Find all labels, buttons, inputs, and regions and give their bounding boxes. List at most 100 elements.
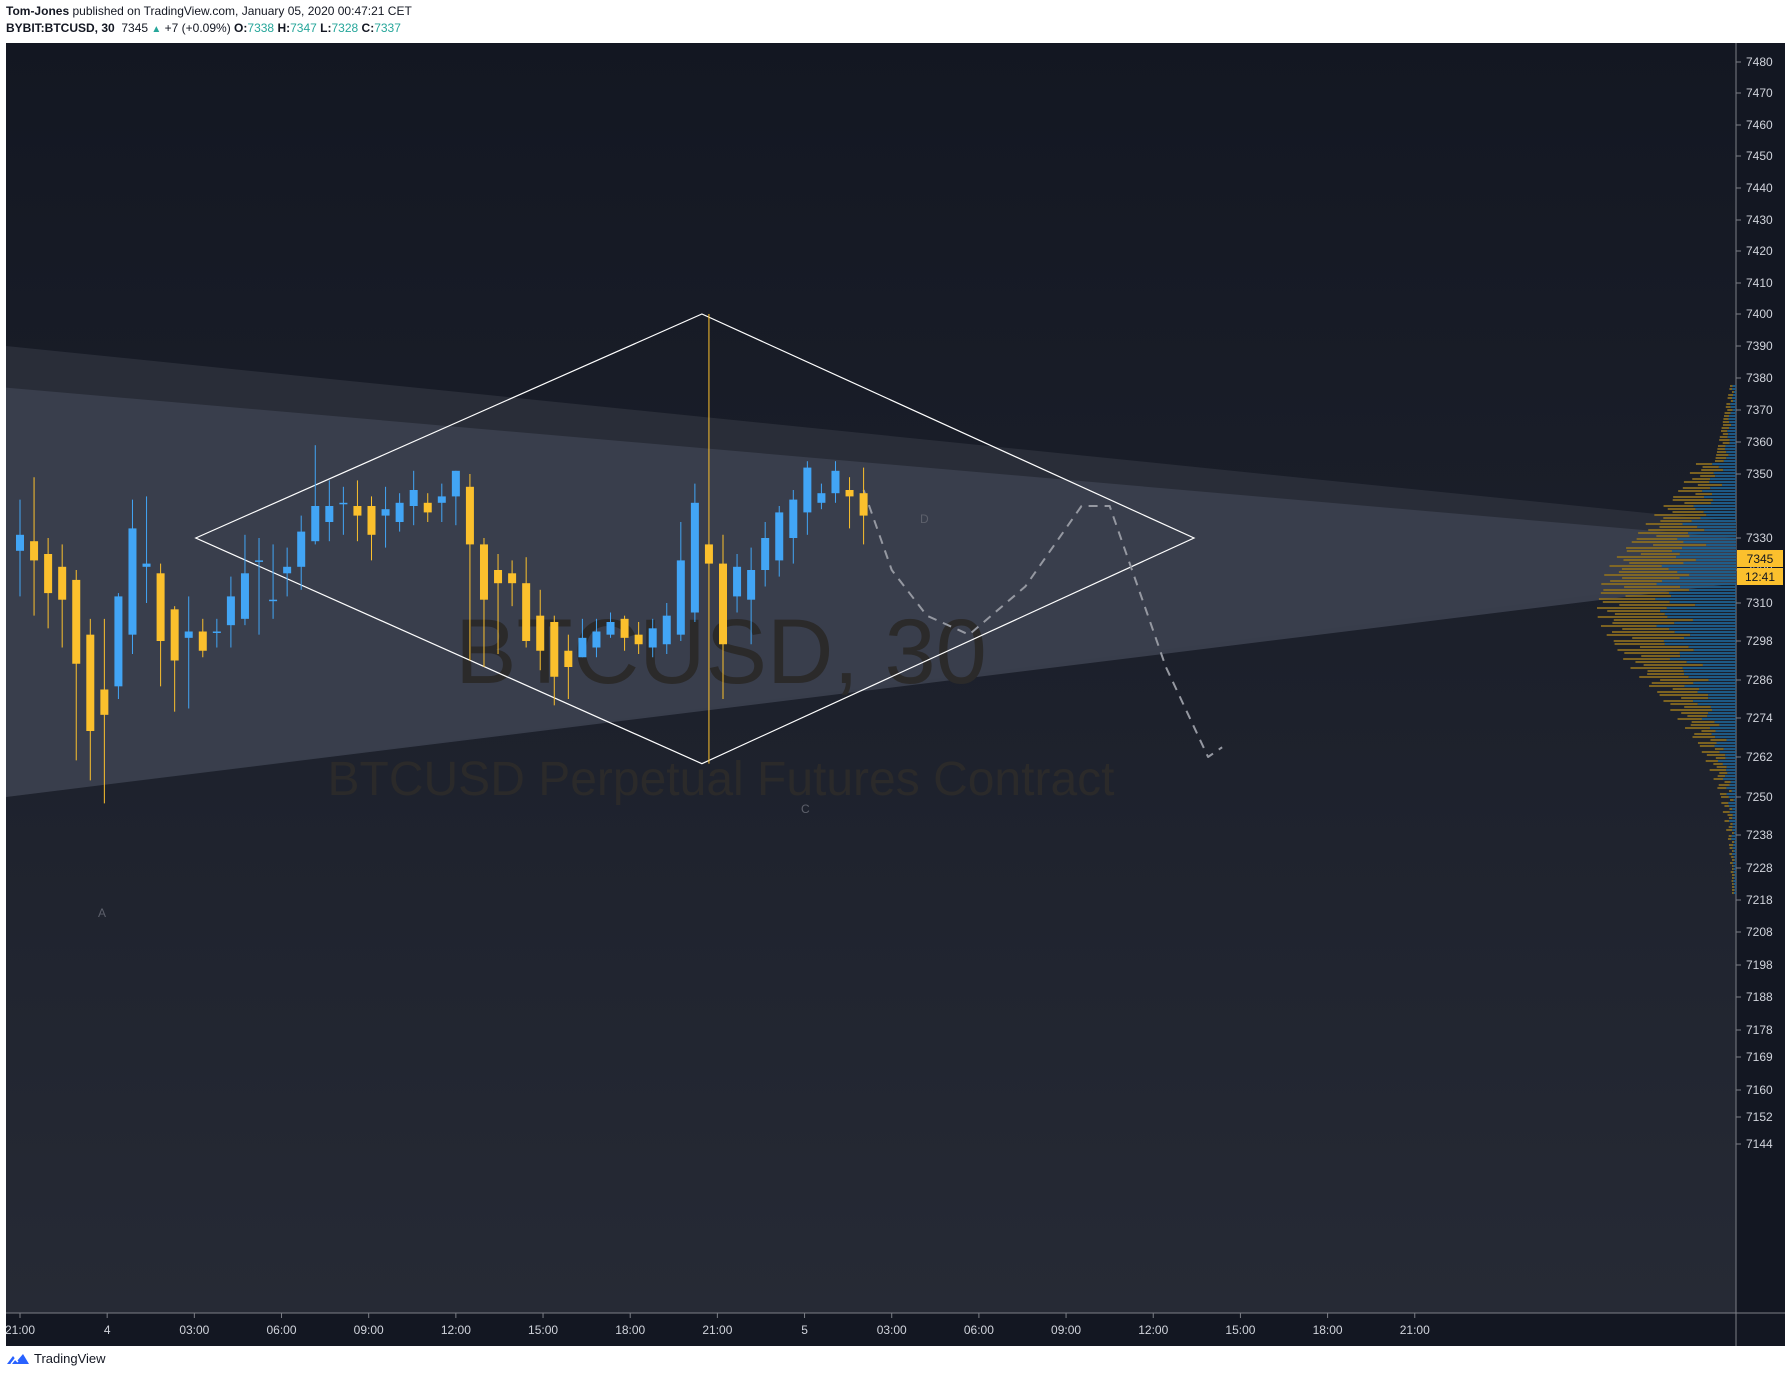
volume-profile-bar-down [1689,472,1714,474]
volume-profile-bar-down [1663,700,1694,702]
volume-profile-bar-down [1622,577,1680,579]
price-tick-label: 7360 [1746,435,1773,449]
volume-profile-bar-down [1732,886,1735,888]
last-price: 7345 [121,21,149,35]
volume-profile-bar-up [1667,616,1736,618]
time-tick-label: 21:00 [6,1323,35,1337]
volume-profile-bar-up [1679,577,1736,579]
volume-profile-bar-down [1695,463,1713,465]
candle-body-up [142,563,151,567]
volume-profile-bar-down [1730,400,1734,402]
volume-profile-bar-up [1674,622,1736,624]
volume-profile-bar-down [1722,421,1730,423]
volume-profile-bar-down [1697,484,1723,486]
pattern-drawings[interactable] [194,313,1223,765]
volume-profile-bar-up [1732,397,1736,399]
volume-profile-bar-down [1729,790,1732,792]
volume-profile-bar-up [1697,691,1736,693]
open-label: O: [234,21,248,35]
volume-profile-bar-down [1732,865,1734,867]
price-tick-label: 7420 [1746,244,1773,258]
volume-profile-bar-down [1635,661,1687,663]
price-badge-value: 7345 [1747,552,1774,566]
volume-profile-bar-down [1656,535,1690,537]
price-tick-label: 7460 [1746,118,1773,132]
volume-profile-bar-up [1723,778,1736,780]
price-tick-label: 7144 [1746,1137,1773,1151]
volume-profile-bar-down [1728,826,1733,828]
volume-profile-bar-up [1732,388,1736,390]
volume-profile-bar-up [1690,634,1736,636]
volume-profile-bar-down [1623,658,1670,660]
candle-body-up [662,615,671,645]
volume-profile-bar-down [1606,634,1691,636]
volume-profile-bar-up [1668,568,1736,570]
volume-profile-bar-down [1719,772,1728,774]
volume-profile-bar-down [1732,892,1734,894]
volume-profile-bar-up [1715,730,1736,732]
volume-profile-bar-down [1672,688,1700,690]
volume-profile-bar-up [1728,802,1736,804]
volume-profile-bar-up [1683,541,1736,543]
volume-profile-bar-up [1712,709,1736,711]
volume-profile-bar-down [1716,766,1727,768]
time-tick-label: 09:00 [1051,1323,1081,1337]
volume-profile-bar-up [1733,892,1736,894]
volume-profile-bar-down [1691,721,1715,723]
candle-body-down [634,634,643,645]
price-axis-background[interactable] [1736,43,1785,1313]
time-axis-background[interactable] [6,1313,1785,1346]
volume-profile-bar-down [1612,631,1675,633]
volume-profile-bar-down [1613,619,1693,621]
volume-profile-bar-up [1728,433,1736,435]
volume-profile-bar-up [1702,490,1736,492]
volume-profile-bar-up [1733,394,1736,396]
tradingview-logo-icon [7,1353,29,1364]
volume-profile-bar-down [1624,652,1680,654]
volume-profile-bar-down [1663,505,1694,507]
volume-profile-bar-down [1732,859,1735,861]
candle-body-up [255,560,264,562]
price-tick-label: 7310 [1746,596,1773,610]
candle-body-down [156,573,165,641]
volume-profile-bar-up [1727,430,1736,432]
volume-profile-bar-up [1731,835,1736,837]
tradingview-brand[interactable]: TradingView [34,1351,106,1366]
volume-profile-bar-up [1655,598,1736,600]
volume-profile-bar-up [1695,604,1736,606]
candle-body-down [564,650,573,667]
volume-profile-bar-down [1692,478,1711,480]
time-tick-label: 18:00 [615,1323,645,1337]
volume-profile-bar-down [1684,502,1711,504]
volume-profile-bar-up [1697,526,1736,528]
volume-profile-bar-down [1643,664,1703,666]
volume-profile-bar-up [1664,613,1736,615]
volume-profile-bar-up [1723,748,1736,750]
volume-profile-bar-up [1725,754,1736,756]
volume-profile-bar-down [1714,748,1724,750]
volume-profile-bar-up [1674,631,1736,633]
volume-profile-bar-up [1660,610,1736,612]
volume-profile-bar-up [1729,421,1736,423]
volume-profile-bar-up [1728,454,1736,456]
volume-profile-bar-up [1709,481,1736,483]
candle-body-up [437,496,446,503]
volume-profile-bar-down [1732,850,1734,852]
volume-profile-bar-down [1601,583,1657,585]
volume-profile-bar-down [1728,394,1734,396]
volume-profile-bar-down [1732,874,1735,876]
volume-profile-bar-down [1730,862,1733,864]
volume-profile-bar-up [1719,724,1736,726]
author-name[interactable]: Tom-Jones [6,4,70,18]
volume-profile-bar-down [1717,448,1725,450]
volume-profile-bar-up [1726,739,1736,741]
price-chart[interactable]: BTCUSD, 30 BTCUSD Perpetual Futures Cont… [6,43,1785,1346]
volume-profile-bar-down [1716,451,1727,453]
time-tick-label: 5 [801,1323,808,1337]
volume-profile-bar-up [1683,670,1736,672]
volume-profile-bar-down [1728,817,1733,819]
volume-profile-bar-down [1638,532,1689,534]
candle-body-down [845,490,854,497]
volume-profile-bar-up [1734,874,1736,876]
volume-profile-bar-up [1656,583,1736,585]
